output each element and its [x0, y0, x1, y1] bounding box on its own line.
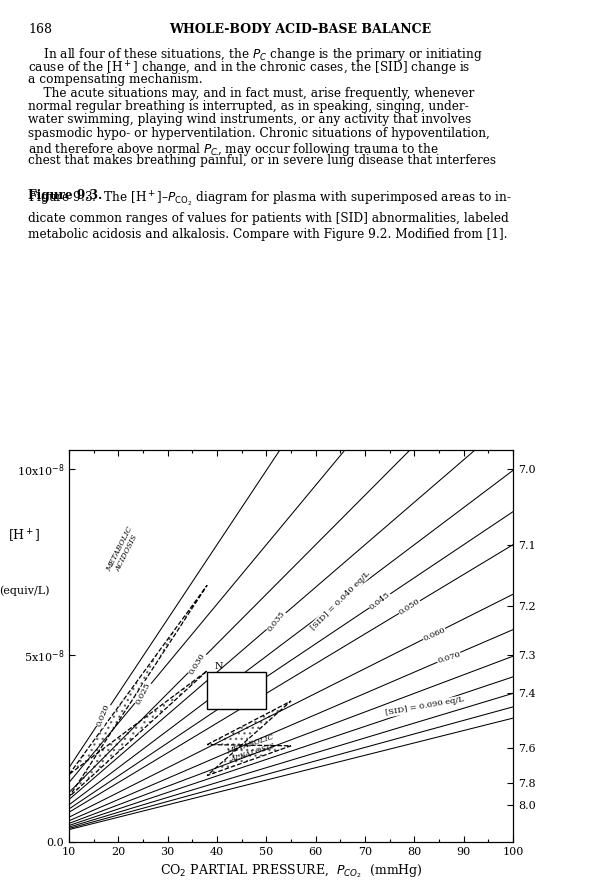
Text: chest that makes breathing painful, or in severe lung disease that interferes: chest that makes breathing painful, or i… — [28, 154, 496, 167]
Text: The acute situations may, and in fact must, arise frequently, whenever: The acute situations may, and in fact mu… — [28, 86, 475, 100]
Text: 0.060: 0.060 — [422, 625, 446, 642]
Text: In all four of these situations, the $P_C$ change is the primary or initiating: In all four of these situations, the $P_… — [28, 46, 483, 63]
Text: cause of the [H$^+$] change, and in the chronic cases, the [SID] change is: cause of the [H$^+$] change, and in the … — [28, 60, 470, 78]
Text: [SID] = 0.090 eq/L: [SID] = 0.090 eq/L — [384, 696, 464, 717]
Text: WHOLE-BODY ACID–BASE BALANCE: WHOLE-BODY ACID–BASE BALANCE — [169, 23, 431, 36]
Text: 168: 168 — [28, 23, 52, 36]
Text: 0.025: 0.025 — [134, 681, 152, 706]
Text: Figure 9.3.: Figure 9.3. — [28, 190, 102, 202]
Text: 0.020: 0.020 — [95, 703, 112, 728]
Text: [H$^+$]: [H$^+$] — [8, 527, 41, 544]
Text: spasmodic hypo- or hyperventilation. Chronic situations of hypoventilation,: spasmodic hypo- or hyperventilation. Chr… — [28, 127, 490, 140]
Text: METABOLIC
ACIDOSIS: METABOLIC ACIDOSIS — [104, 525, 142, 576]
X-axis label: CO$_2$ PARTIAL PRESSURE,  $\mathit{P}_{CO_2}$  (mmHg): CO$_2$ PARTIAL PRESSURE, $\mathit{P}_{CO… — [160, 862, 422, 880]
Text: a compensating mechanism.: a compensating mechanism. — [28, 73, 203, 86]
Text: 0.035: 0.035 — [266, 609, 287, 633]
Bar — [207, 672, 266, 709]
Text: N: N — [215, 662, 223, 671]
Text: 0.030: 0.030 — [188, 651, 207, 675]
Text: 0.050: 0.050 — [397, 597, 422, 617]
Text: and therefore above normal $P_C$, may occur following trauma to the: and therefore above normal $P_C$, may oc… — [28, 141, 439, 158]
Text: water swimming, playing wind instruments, or any activity that involves: water swimming, playing wind instruments… — [28, 113, 471, 127]
Text: 0.070: 0.070 — [436, 650, 461, 665]
Text: 0.045: 0.045 — [368, 591, 392, 611]
Text: [SID] = 0.040 eq/L: [SID] = 0.040 eq/L — [309, 569, 371, 632]
Text: (equiv/L): (equiv/L) — [0, 585, 50, 596]
Text: normal regular breathing is interrupted, as in speaking, singing, under-: normal regular breathing is interrupted,… — [28, 100, 469, 113]
Text: Figure 9.3.  The [H$^+$]–$P_{\rm CO_2}$ diagram for plasma with superimposed are: Figure 9.3. The [H$^+$]–$P_{\rm CO_2}$ d… — [28, 190, 512, 241]
Text: METABOLIC
ALKALOSIS: METABOLIC ALKALOSIS — [225, 732, 278, 764]
